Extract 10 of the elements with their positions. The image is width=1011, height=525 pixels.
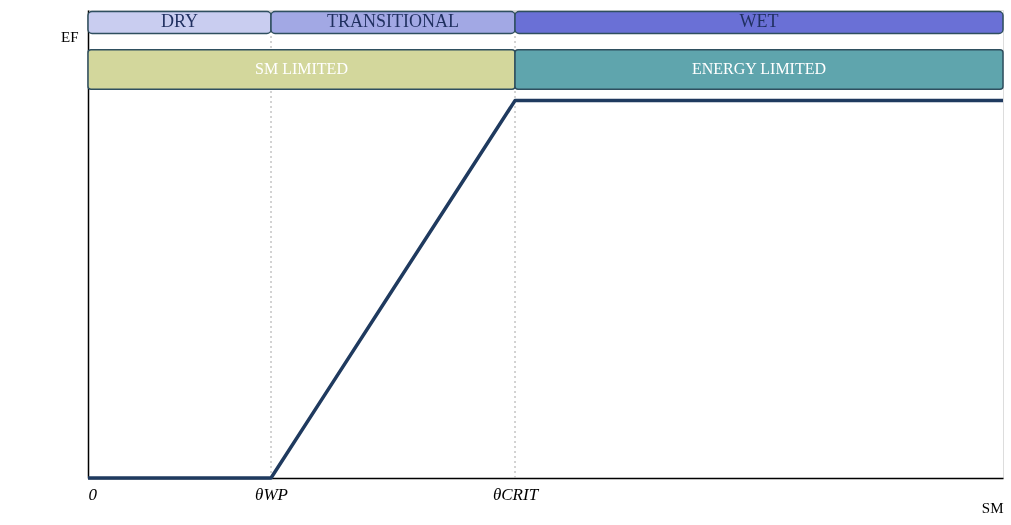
text: DRY [160,11,199,32]
text: ENERGY LIMITED [691,60,827,78]
x-tick-label: θCRIT [492,484,540,504]
x-tick-label: θWP [255,484,288,504]
text: SM LIMITED [255,60,348,78]
text: WET [739,11,779,32]
text: TRANSITIONAL [327,11,459,32]
y-axis-title: EF [60,28,79,45]
x-tick-label: 0 [88,484,98,504]
x-axis-title: SM [981,499,1004,516]
